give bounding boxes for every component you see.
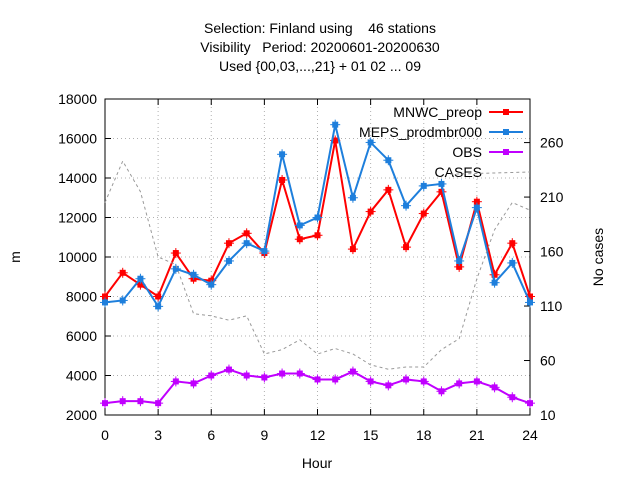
legend-label-obs: OBS [452,144,482,160]
y-tick-label: 8000 [66,289,97,305]
y2-tick-label: 60 [540,353,556,369]
y2-tick-label: 160 [540,244,564,260]
y-tick-label: 10000 [58,249,97,265]
x-tick-label: 0 [101,427,109,443]
x-tick-label: 6 [207,427,215,443]
x-tick-label: 18 [416,427,432,443]
chart-title-line-3: Used {00,03,...,21} + 01 02 ... 09 [219,58,421,74]
y2-tick-label: 210 [540,189,564,205]
legend-label-meps-prodmbr000: MEPS_prodmbr000 [359,124,482,140]
y-tick-label: 2000 [66,407,97,423]
y2-tick-label: 260 [540,135,564,151]
legend-marker-meps-prodmbr000 [503,129,509,135]
legend-marker-obs [503,149,509,155]
x-axis-label: Hour [302,455,333,471]
legend-line-cases [450,171,531,175]
y-tick-label: 12000 [58,210,97,226]
x-tick-label: 12 [310,427,326,443]
series-layer [100,119,535,409]
x-tick-label: 3 [154,427,162,443]
legend-marker-mnwc-preop [503,109,509,115]
y-axis-label: m [7,251,23,263]
legend: MNWC_preop MEPS_prodmbr000 OBS CASES [359,104,531,180]
y2-axis-label: No cases [590,228,606,286]
y-tick-label: 4000 [66,368,97,384]
y-tick-label: 14000 [58,170,97,186]
legend-label-mnwc-preop: MNWC_preop [393,104,482,120]
y2-tick-label: 110 [540,298,563,314]
y-tick-label: 16000 [58,131,97,147]
y2-tick-label: 10 [540,407,556,423]
x-tick-label: 21 [469,427,485,443]
x-tick-label: 24 [522,427,538,443]
y-tick-label: 6000 [66,328,97,344]
y-tick-label: 18000 [58,91,97,107]
chart-title-line-2: Visibility Period: 20200601-20200630 [200,39,440,55]
x-tick-label: 15 [363,427,379,443]
series-line-cases [104,159,531,370]
ticks: 0 3 6 9 12 15 18 21 24 2000 4000 6000 8000 10000 12000… [58,91,564,443]
chart-title-line-1: Selection: Finland using 46 stations [204,20,436,36]
x-tick-label: 9 [260,427,268,443]
legend-label-cases: CASES [435,164,482,180]
